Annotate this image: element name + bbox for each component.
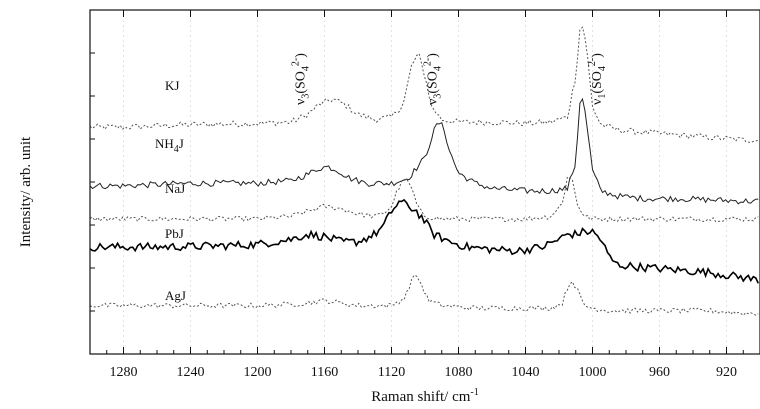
series-label-agj: AgJ [165,288,186,303]
series-line-nh4j [89,97,759,205]
x-tick-label: 1120 [378,365,405,380]
series-label-nh4j: NH4J [155,136,184,155]
x-tick-label: 1000 [579,365,607,380]
annotation-text: ν3(SO42-) [423,53,444,105]
x-tick-label: 1280 [110,365,138,380]
series-labels: KJ NH4J NaJ PbJ AgJ [155,78,186,303]
annotation-text: ν3(SO42-) [290,53,311,105]
x-tick-label: 1040 [512,365,540,380]
x-axis-ticks: 1280 1240 1200 1160 1120 1080 1040 1000 960 920 [89,10,760,380]
grid-layer [123,10,727,354]
x-tick-label: 1240 [177,365,205,380]
annotation-text: ν1(SO42-) [587,53,608,105]
series-layer [89,26,760,316]
series-line-agj [89,274,759,316]
x-tick-label: 1080 [445,365,473,380]
annotation-3: ν1(SO42-) [587,53,608,105]
series-label-pbj: PbJ [165,226,184,241]
band-annotations: ν3(SO42-) ν3(SO42-) ν1(SO42-) [290,53,607,105]
series-line-naj [89,176,759,223]
x-tick-label: 1200 [244,365,272,380]
series-label-naj: NaJ [165,181,185,196]
x-tick-label: 960 [649,365,670,380]
x-tick-label: 920 [716,365,737,380]
series-line-pbj [89,198,760,284]
x-axis-label: Raman shift/ cm-1 [371,387,479,405]
series-label-kj: KJ [165,78,179,93]
annotation-2: ν3(SO42-) [423,53,444,105]
annotation-1: ν3(SO42-) [290,53,311,105]
x-tick-label: 1160 [311,365,338,380]
y-axis-label: Intensity/ arb. unit [18,136,34,247]
